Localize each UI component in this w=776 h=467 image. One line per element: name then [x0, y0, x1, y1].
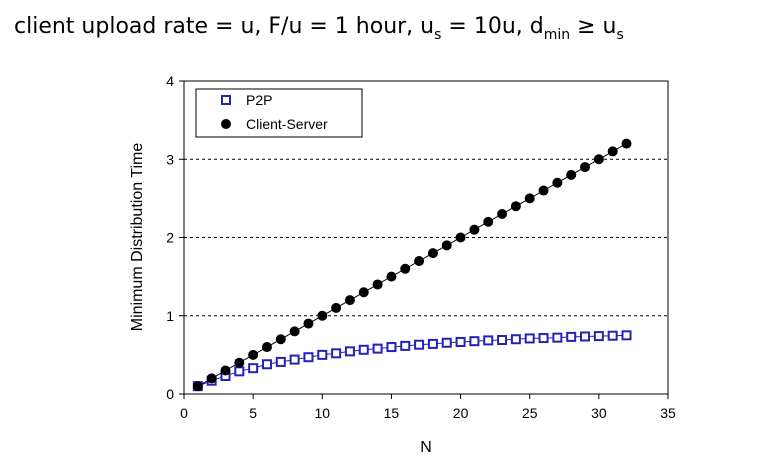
x-axis-ticks: 0 5 10 15 20 25 30 35 [180, 394, 676, 421]
data-point-client-server [372, 279, 383, 290]
data-point-p2p [289, 354, 300, 365]
data-point-p2p [275, 356, 286, 367]
data-point-p2p [400, 340, 411, 351]
data-point-p2p [331, 348, 342, 359]
legend-p2p-label: P2P [246, 92, 272, 108]
data-point-client-server [261, 342, 272, 353]
title-part-2: = 10u, d [441, 14, 544, 39]
data-point-client-server [275, 334, 286, 345]
y-axis-label: Minimum Distribution Time [129, 143, 146, 332]
x-tick-label: 25 [522, 405, 538, 421]
legend-client-server-label: Client-Server [246, 116, 328, 132]
data-point-client-server [344, 295, 355, 306]
data-point-client-server [510, 201, 521, 212]
data-point-p2p [469, 336, 480, 347]
data-point-client-server [303, 318, 314, 329]
data-point-p2p [552, 332, 563, 343]
y-tick-label: 2 [166, 230, 174, 246]
y-tick-label: 3 [166, 151, 174, 167]
data-point-p2p [580, 331, 591, 342]
title-sub-min: min [543, 27, 571, 43]
x-tick-label: 5 [249, 405, 257, 421]
data-point-client-server [580, 162, 591, 173]
data-point-client-server [386, 271, 397, 282]
data-point-p2p [414, 339, 425, 350]
data-point-client-server [524, 193, 535, 204]
data-point-p2p [497, 335, 508, 346]
x-tick-label: 0 [180, 405, 188, 421]
data-point-client-server [289, 326, 300, 337]
title-sub-s-2: s [616, 27, 624, 43]
legend-client-server-marker [221, 119, 231, 129]
data-point-client-server [427, 248, 438, 259]
x-tick-label: 10 [314, 405, 330, 421]
x-tick-label: 20 [453, 405, 469, 421]
data-point-p2p [455, 336, 466, 347]
data-point-client-server [220, 365, 231, 376]
data-point-p2p [303, 352, 314, 363]
data-point-p2p [607, 330, 618, 341]
data-point-p2p [358, 344, 369, 355]
data-point-client-server [206, 373, 217, 384]
data-point-p2p [524, 333, 535, 344]
data-point-client-server [469, 224, 480, 235]
data-point-client-server [331, 302, 342, 313]
y-axis-ticks: 0 1 2 3 4 [166, 73, 184, 402]
gridlines [184, 158, 668, 317]
data-point-client-server [455, 232, 466, 243]
x-tick-label: 35 [660, 405, 676, 421]
data-point-client-server [607, 146, 618, 157]
title-part-3: ≥ u [570, 14, 617, 39]
data-point-client-server [400, 263, 411, 274]
data-point-client-server [621, 138, 632, 149]
data-point-p2p [621, 330, 632, 341]
data-point-p2p [261, 359, 272, 370]
data-point-client-server [358, 287, 369, 298]
y-tick-label: 1 [166, 308, 174, 324]
data-point-client-server [192, 381, 203, 392]
data-point-client-server [593, 154, 604, 165]
series-markers [192, 138, 632, 392]
data-point-p2p [386, 342, 397, 353]
data-point-client-server [483, 216, 494, 227]
series-line-client-server [197, 143, 627, 387]
chart-title: client upload rate = u, F/u = 1 hour, us… [14, 14, 624, 42]
data-point-p2p [427, 338, 438, 349]
data-point-client-server [234, 357, 245, 368]
data-point-p2p [248, 363, 259, 374]
data-point-p2p [441, 337, 452, 348]
data-point-p2p [372, 343, 383, 354]
legend: P2P Client-Server [195, 88, 363, 138]
y-tick-label: 4 [166, 73, 174, 89]
y-tick-label: 0 [166, 386, 174, 402]
data-point-client-server [497, 209, 508, 220]
data-point-client-server [414, 255, 425, 266]
data-point-client-server [248, 349, 259, 360]
data-point-p2p [344, 346, 355, 357]
title-part-1: client upload rate = u, F/u = 1 hour, u [14, 14, 435, 39]
series-lines [197, 143, 627, 387]
data-point-client-server [441, 240, 452, 251]
title-sub-s-1: s [434, 27, 442, 43]
data-point-client-server [538, 185, 549, 196]
x-tick-label: 30 [591, 405, 607, 421]
data-point-client-server [552, 177, 563, 188]
x-axis-label: N [420, 439, 432, 456]
data-point-p2p [510, 334, 521, 345]
data-point-client-server [317, 310, 328, 321]
x-tick-label: 15 [384, 405, 400, 421]
data-point-p2p [317, 349, 328, 360]
data-point-p2p [483, 335, 494, 346]
data-point-p2p [234, 366, 245, 377]
data-point-p2p [593, 331, 604, 342]
data-point-p2p [566, 331, 577, 342]
legend-p2p-marker [221, 95, 231, 105]
data-point-client-server [566, 169, 577, 180]
data-point-p2p [538, 333, 549, 344]
